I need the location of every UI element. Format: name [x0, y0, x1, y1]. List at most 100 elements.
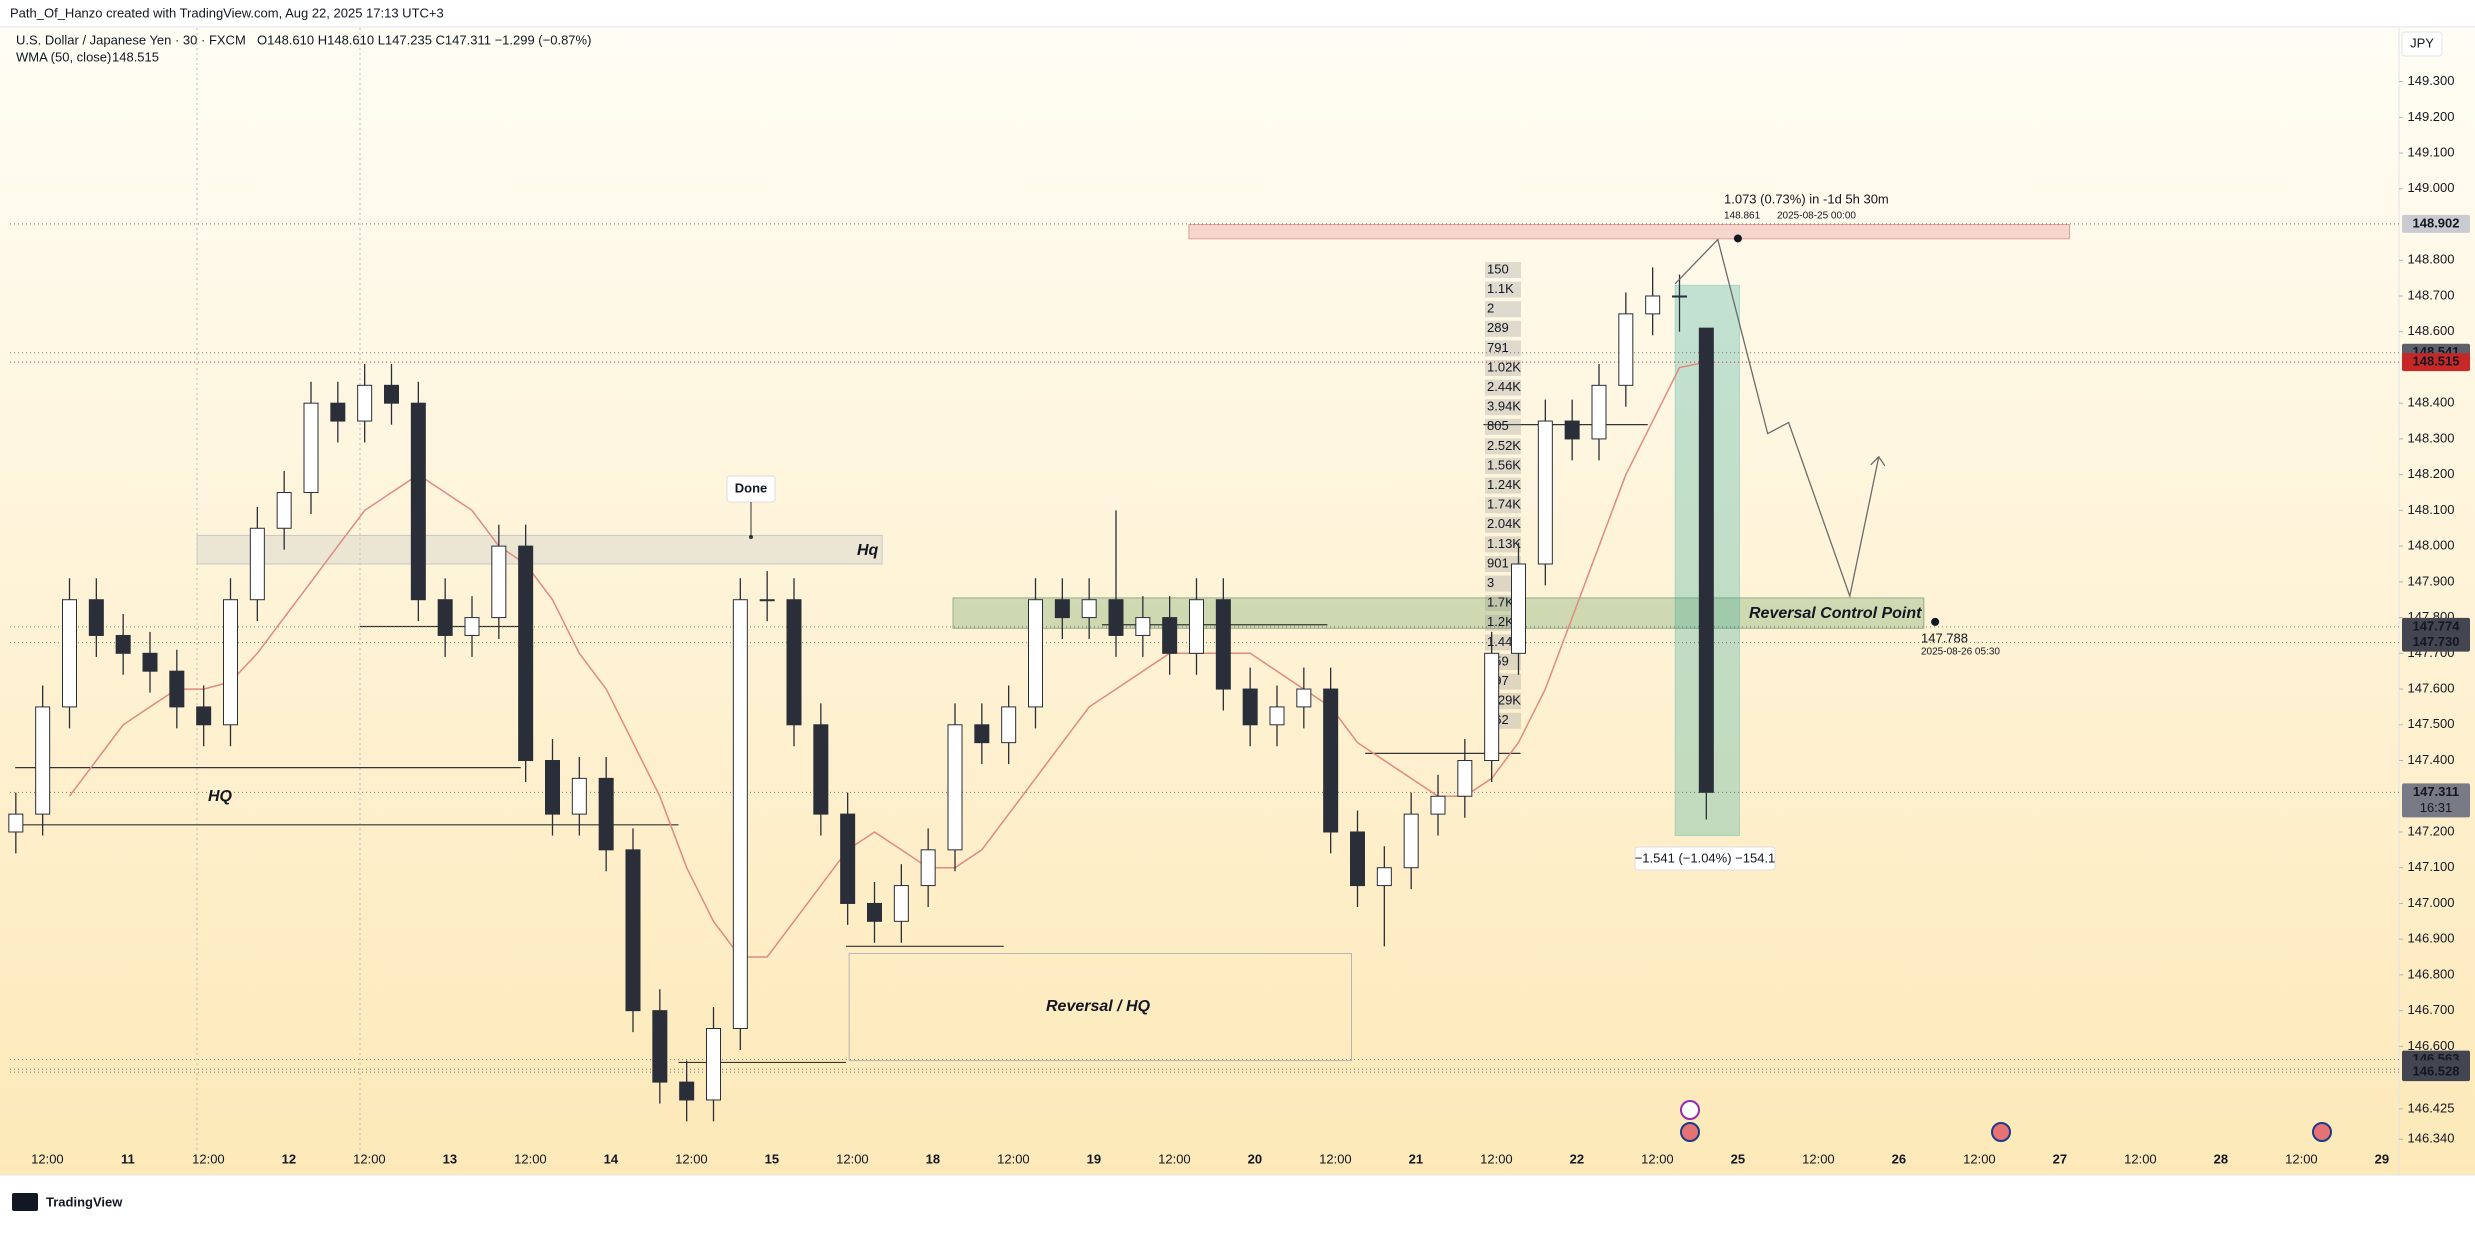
x-tick-label: 12:00 [514, 1151, 547, 1166]
x-tick-label: 12:00 [1480, 1151, 1513, 1166]
projection-path [1674, 238, 1880, 599]
x-tick-label: 12:00 [1963, 1151, 1996, 1166]
symbol-title: U.S. Dollar / Japanese Yen · 30 · FXCM [16, 32, 246, 47]
x-tick-label: 20 [1248, 1151, 1262, 1166]
x-tick-label: 19 [1087, 1151, 1101, 1166]
candle-body [598, 777, 614, 851]
rcp-price: 147.788 [1921, 630, 1968, 645]
x-tick-label: 25 [1731, 1151, 1745, 1166]
profile-bar [1485, 536, 1521, 553]
candle-body [437, 599, 453, 636]
candle-body [947, 724, 963, 851]
candle-body [1001, 706, 1017, 744]
profile-label: 1.02K [1487, 359, 1521, 374]
currency[interactable]: JPY [2410, 35, 2434, 50]
measure-price: 148.861 [1724, 211, 1761, 222]
candle-body [840, 813, 856, 904]
drawing-layer: 150 1.1K 2 289 791 1.02K 2.44K 3.94K 805 2.52K 1.5… [8, 223, 2399, 1122]
hq-lower-label: HQ [208, 788, 233, 805]
y-tick-label: 146.600 [2408, 1038, 2455, 1053]
y-tick-label: 149.100 [2408, 145, 2455, 160]
candle-body [1376, 867, 1392, 887]
price-badge-label: 146.528 [2413, 1064, 2460, 1079]
event-icon[interactable] [1680, 1100, 1700, 1120]
trade-box [1634, 846, 1776, 871]
marker-dot [1931, 617, 1940, 626]
y-tick-label: 148.100 [2408, 502, 2455, 517]
candle-body [1591, 384, 1607, 440]
profile-label: 3 [1487, 575, 1494, 590]
profile-bar [1485, 399, 1521, 416]
y-tick-label: 148.400 [2408, 395, 2455, 410]
candle-body [679, 1081, 695, 1101]
credit: Path_Of_Hanzo created with TradingView.c… [10, 5, 444, 20]
candle-body [1618, 313, 1634, 386]
candle-body [1215, 599, 1231, 690]
candle-body [249, 527, 265, 601]
plot-background [0, 28, 2475, 1175]
candle-body [544, 760, 560, 815]
x-tick-label: 28 [2214, 1151, 2228, 1166]
y-tick-label: 146.700 [2408, 1002, 2455, 1017]
x-tick-label: 27 [2053, 1151, 2067, 1166]
y-tick-label: 147.500 [2408, 716, 2455, 731]
candle-body [1698, 327, 1714, 793]
x-tick-label: 21 [1409, 1151, 1423, 1166]
event-icon[interactable] [1680, 1122, 1700, 1142]
price-badge [2402, 633, 2470, 652]
candle-body [1484, 652, 1500, 762]
candle-body [759, 599, 775, 602]
profile-bar [1485, 379, 1521, 396]
candle-body [1457, 760, 1473, 797]
y-tick-label: 147.900 [2408, 573, 2455, 588]
candle-body [196, 706, 212, 726]
candle-body [625, 849, 641, 1012]
measure-date: 2025-08-25 00:00 [1777, 211, 1856, 222]
candle-body [705, 1028, 721, 1101]
profile-label: 1.56K [1487, 457, 1521, 472]
candle-body [1349, 831, 1365, 887]
profile-label: 1.2K [1487, 614, 1514, 629]
profile-label: 2.44K [1487, 379, 1521, 394]
y-tick-label: 147.200 [2408, 823, 2455, 838]
price-badge-label: 148.902 [2413, 215, 2460, 230]
candle-body [410, 402, 426, 601]
y-tick-label: 148.600 [2408, 323, 2455, 338]
event-icon[interactable] [1991, 1122, 2011, 1142]
currency-box[interactable] [2401, 31, 2443, 57]
price-badge-label: 147.311 [2413, 784, 2459, 799]
x-tick-label: 12:00 [353, 1151, 386, 1166]
profile-bar [1485, 458, 1521, 474]
x-tick-label: 12:00 [997, 1151, 1030, 1166]
candle-body [1671, 295, 1687, 298]
profile-label: 2.52K [1487, 438, 1521, 453]
price-badge-label: 147.730 [2413, 634, 2460, 649]
y-tick-label: 146.800 [2408, 966, 2455, 981]
price-badge [2402, 783, 2470, 818]
candle-body [88, 599, 104, 636]
price-badge [2402, 353, 2470, 372]
profile-label: 150 [1487, 261, 1509, 276]
candle-body [222, 599, 238, 726]
brand: TradingView [46, 1194, 123, 1209]
candle-body [35, 706, 51, 815]
candle-body [920, 849, 936, 887]
candle-body [1242, 688, 1258, 726]
zone [196, 534, 883, 565]
x-tick-label: 12 [282, 1151, 296, 1166]
candle-body [1403, 813, 1419, 869]
event-icon[interactable] [2312, 1122, 2332, 1142]
price-badge-sublabel: 16:31 [2420, 800, 2453, 815]
x-tick-label: 29 [2375, 1151, 2389, 1166]
profile-bar [1485, 477, 1521, 494]
price-badge [2402, 214, 2470, 233]
candle-body [571, 777, 587, 815]
candle-body [142, 652, 158, 672]
trade-label: −1.541 (−1.04%) −154.1 [1635, 850, 1776, 865]
candle-body [1430, 795, 1446, 815]
x-tick-label: 12:00 [192, 1151, 225, 1166]
y-tick-label: 149.200 [2408, 109, 2455, 124]
rcp-date: 2025-08-26 05:30 [1921, 647, 2000, 658]
y-tick-label: 146.340 [2408, 1131, 2455, 1146]
